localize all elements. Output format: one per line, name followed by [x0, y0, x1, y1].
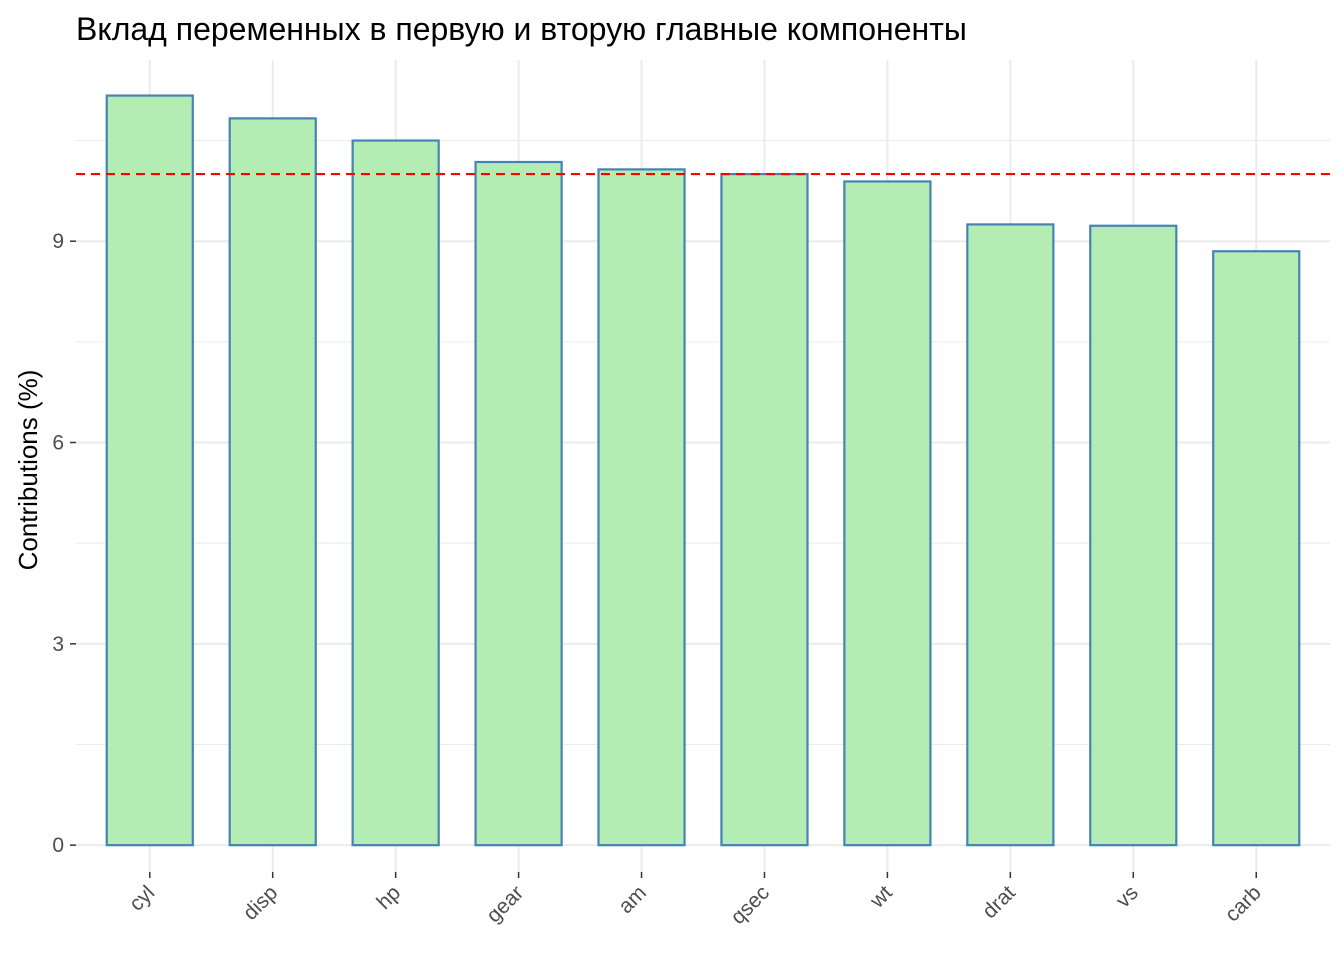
bar-cyl [105, 94, 194, 847]
bar-gear [474, 160, 563, 847]
x-tick-label: wt [865, 881, 897, 913]
x-tick-label: vs [1112, 881, 1143, 912]
y-axis: 0 3 6 9 [52, 230, 76, 857]
bar-disp [228, 117, 317, 847]
x-tick-label: gear [482, 881, 528, 927]
bar-qsec [720, 172, 809, 847]
bar-hp [351, 139, 440, 847]
x-tick-label: carb [1221, 881, 1266, 926]
y-tick-label: 6 [52, 432, 64, 455]
y-axis-label: Contributions (%) [13, 370, 43, 571]
x-tick-label: qsec [726, 881, 774, 929]
x-tick-label: hp [372, 881, 405, 914]
bar-wt [843, 180, 932, 847]
y-tick-label: 3 [52, 633, 64, 656]
x-tick-label: cyl [125, 881, 159, 915]
x-tick-label: disp [239, 881, 283, 925]
x-tick-label: drat [978, 881, 1020, 923]
x-tick-label: am [614, 881, 651, 918]
bar-vs [1089, 224, 1178, 847]
bar-carb [1212, 250, 1301, 847]
y-tick-label: 0 [52, 834, 64, 857]
y-tick-label: 9 [52, 230, 64, 253]
x-axis: cyl disp hp gear am qsec wt drat vs carb [125, 872, 1266, 929]
chart-title: Вклад переменных в первую и вторую главн… [76, 11, 967, 47]
bar-am [597, 168, 686, 847]
bar-drat [966, 223, 1055, 847]
bars [105, 94, 1301, 847]
